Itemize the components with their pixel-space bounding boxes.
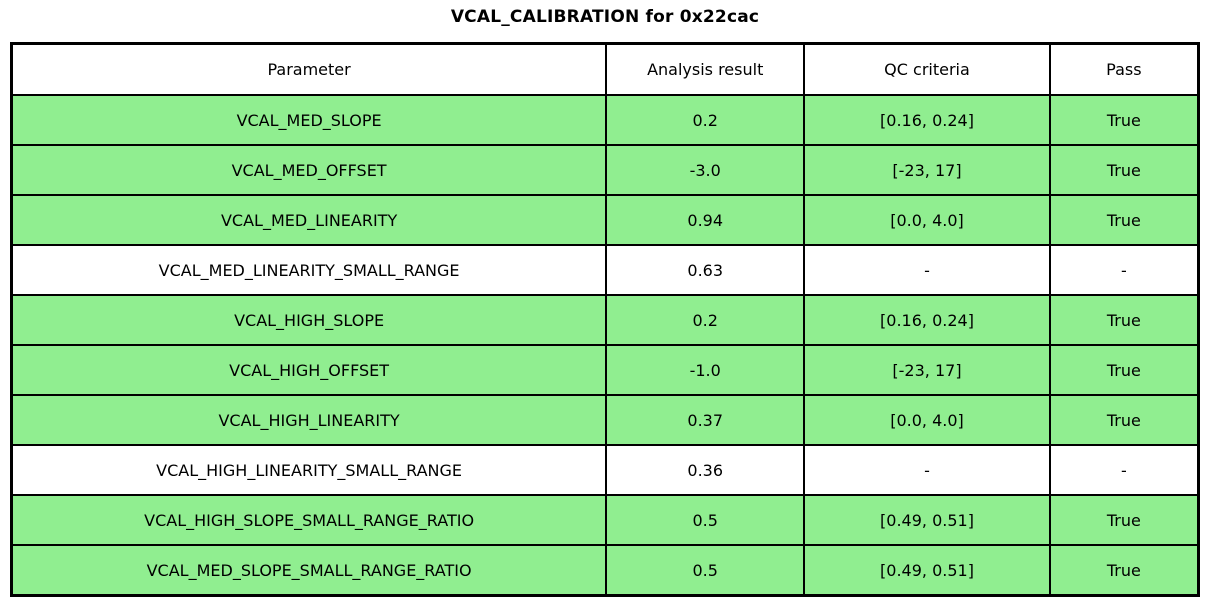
cell-analysis-result: 0.94	[606, 195, 805, 245]
cell-analysis-result: 0.63	[606, 245, 805, 295]
cell-analysis-result: -3.0	[606, 145, 805, 195]
cell-analysis-result: -1.0	[606, 345, 805, 395]
cell-qc-criteria: -	[804, 245, 1050, 295]
cell-parameter: VCAL_HIGH_SLOPE	[12, 295, 607, 345]
cell-pass: True	[1049, 495, 1198, 545]
column-header-pass: Pass	[1049, 44, 1198, 95]
cell-qc-criteria: [-23, 17]	[804, 145, 1050, 195]
cell-qc-criteria: -	[804, 445, 1050, 495]
cell-parameter: VCAL_HIGH_LINEARITY	[12, 395, 607, 445]
table-row: VCAL_HIGH_SLOPE 0.2 [0.16, 0.24] True	[12, 295, 1198, 345]
cell-pass: -	[1049, 245, 1198, 295]
cell-parameter: VCAL_HIGH_LINEARITY_SMALL_RANGE	[12, 445, 607, 495]
cell-parameter: VCAL_MED_LINEARITY_SMALL_RANGE	[12, 245, 607, 295]
table-row: VCAL_MED_SLOPE_SMALL_RANGE_RATIO 0.5 [0.…	[12, 545, 1198, 595]
table-row: VCAL_HIGH_SLOPE_SMALL_RANGE_RATIO 0.5 [0…	[12, 495, 1198, 545]
cell-analysis-result: 0.5	[606, 495, 805, 545]
cell-qc-criteria: [0.16, 0.24]	[804, 95, 1050, 145]
table-row: VCAL_MED_LINEARITY_SMALL_RANGE 0.63 - -	[12, 245, 1198, 295]
cell-qc-criteria: [0.0, 4.0]	[804, 395, 1050, 445]
cell-pass: True	[1049, 195, 1198, 245]
cell-qc-criteria: [0.49, 0.51]	[804, 495, 1050, 545]
column-header-parameter: Parameter	[12, 44, 607, 95]
cell-pass: -	[1049, 445, 1198, 495]
cell-qc-criteria: [-23, 17]	[804, 345, 1050, 395]
qc-results-table: Parameter Analysis result QC criteria Pa…	[10, 42, 1200, 597]
cell-parameter: VCAL_HIGH_OFFSET	[12, 345, 607, 395]
cell-qc-criteria: [0.0, 4.0]	[804, 195, 1050, 245]
table-row: VCAL_HIGH_LINEARITY 0.37 [0.0, 4.0] True	[12, 395, 1198, 445]
table-row: VCAL_MED_OFFSET -3.0 [-23, 17] True	[12, 145, 1198, 195]
cell-analysis-result: 0.2	[606, 95, 805, 145]
table-header-row: Parameter Analysis result QC criteria Pa…	[12, 44, 1198, 95]
cell-analysis-result: 0.5	[606, 545, 805, 595]
page-title: VCAL_CALIBRATION for 0x22cac	[450, 7, 760, 27]
column-header-analysis-result: Analysis result	[606, 44, 805, 95]
cell-parameter: VCAL_MED_LINEARITY	[12, 195, 607, 245]
cell-pass: True	[1049, 95, 1198, 145]
column-header-qc-criteria: QC criteria	[804, 44, 1050, 95]
cell-pass: True	[1049, 395, 1198, 445]
cell-qc-criteria: [0.16, 0.24]	[804, 295, 1050, 345]
cell-parameter: VCAL_HIGH_SLOPE_SMALL_RANGE_RATIO	[12, 495, 607, 545]
cell-parameter: VCAL_MED_SLOPE_SMALL_RANGE_RATIO	[12, 545, 607, 595]
cell-parameter: VCAL_MED_OFFSET	[12, 145, 607, 195]
table-row: VCAL_MED_LINEARITY 0.94 [0.0, 4.0] True	[12, 195, 1198, 245]
table-row: VCAL_HIGH_OFFSET -1.0 [-23, 17] True	[12, 345, 1198, 395]
cell-pass: True	[1049, 145, 1198, 195]
table-row: VCAL_HIGH_LINEARITY_SMALL_RANGE 0.36 - -	[12, 445, 1198, 495]
cell-analysis-result: 0.37	[606, 395, 805, 445]
cell-analysis-result: 0.2	[606, 295, 805, 345]
table-row: VCAL_MED_SLOPE 0.2 [0.16, 0.24] True	[12, 95, 1198, 145]
cell-pass: True	[1049, 545, 1198, 595]
cell-pass: True	[1049, 295, 1198, 345]
cell-parameter: VCAL_MED_SLOPE	[12, 95, 607, 145]
cell-pass: True	[1049, 345, 1198, 395]
cell-analysis-result: 0.36	[606, 445, 805, 495]
cell-qc-criteria: [0.49, 0.51]	[804, 545, 1050, 595]
